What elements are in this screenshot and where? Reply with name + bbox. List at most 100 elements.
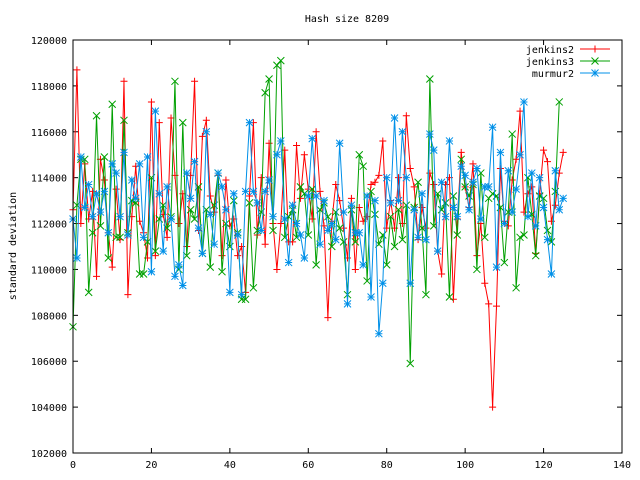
data-point: [300, 151, 308, 159]
data-point: [547, 270, 556, 278]
data-point: [335, 224, 344, 232]
data-point: [531, 251, 540, 260]
data-point: [543, 226, 552, 235]
data-point: [500, 219, 509, 228]
data-point: [120, 116, 128, 125]
data-point: [402, 201, 411, 210]
data-point: [257, 174, 265, 182]
data-point: [437, 205, 446, 214]
data-point: [347, 194, 355, 202]
data-point: [276, 137, 285, 145]
data-point: [261, 187, 270, 196]
data-point: [528, 183, 536, 191]
data-point: [312, 261, 320, 269]
data-point: [135, 270, 144, 278]
y-tick-label: 108000: [31, 311, 67, 322]
data-point: [108, 263, 116, 271]
data-point: [276, 56, 285, 65]
data-point: [445, 293, 454, 301]
data-point: [147, 267, 156, 276]
data-point: [151, 247, 160, 255]
data-point: [151, 252, 159, 260]
data-point: [296, 231, 305, 239]
data-point: [136, 217, 144, 225]
data-point: [93, 272, 101, 280]
data-point: [453, 231, 462, 239]
x-tick-label: 40: [224, 460, 236, 471]
data-point: [292, 219, 301, 228]
data-point: [198, 249, 207, 258]
data-point: [504, 208, 513, 216]
data-point: [331, 208, 340, 216]
data-point: [386, 212, 395, 221]
data-point: [371, 178, 379, 186]
data-point: [543, 235, 552, 244]
data-point: [355, 228, 364, 237]
data-point: [410, 205, 419, 214]
data-point: [520, 208, 528, 216]
data-point: [457, 155, 466, 164]
data-point: [92, 189, 101, 198]
x-tick-label: 100: [456, 460, 474, 471]
data-point: [516, 233, 524, 242]
data-point: [457, 148, 465, 156]
data-point: [508, 208, 517, 216]
series-line: [72, 101, 564, 334]
y-tick-label: 110000: [31, 265, 67, 276]
data-point: [175, 220, 183, 228]
data-point: [167, 215, 175, 223]
data-point: [347, 201, 356, 210]
data-point: [222, 205, 230, 214]
data-point: [406, 279, 415, 288]
data-point: [488, 123, 497, 132]
data-point: [414, 178, 422, 187]
data-point: [202, 116, 210, 124]
data-point: [445, 137, 454, 145]
data-point: [88, 212, 97, 221]
data-point: [559, 194, 568, 203]
data-point: [163, 233, 171, 241]
data-point: [402, 173, 411, 182]
data-point: [214, 169, 222, 177]
data-point: [331, 235, 340, 244]
data-point: [253, 199, 262, 207]
data-point: [339, 208, 348, 216]
data-point: [363, 192, 371, 200]
data-point: [375, 329, 383, 338]
data-point: [304, 192, 313, 200]
data-point: [186, 205, 195, 214]
data-point: [190, 215, 199, 223]
y-tick-label: 114000: [31, 174, 67, 185]
data-point: [116, 233, 124, 242]
data-point: [500, 258, 509, 267]
data-point: [222, 176, 230, 184]
data-point: [559, 148, 567, 156]
data-point: [449, 203, 458, 212]
legend-item: murmur2: [532, 69, 610, 80]
data-point: [539, 203, 548, 212]
data-point: [512, 283, 520, 292]
x-tick-label: 0: [70, 460, 76, 471]
data-point: [218, 267, 226, 276]
data-point: [206, 192, 214, 200]
data-point: [433, 247, 442, 255]
data-point: [182, 169, 191, 177]
data-point: [512, 185, 520, 193]
data-point: [524, 212, 532, 221]
legend-item: jenkins2: [526, 45, 610, 56]
data-point: [143, 153, 152, 161]
data-point: [171, 77, 179, 86]
data-point: [496, 148, 505, 157]
data-point: [316, 240, 324, 249]
data-point: [429, 221, 438, 230]
data-point: [190, 157, 199, 166]
plot-frame: [72, 39, 623, 454]
data-point: [296, 194, 304, 202]
data-point: [320, 196, 328, 205]
data-point: [238, 243, 246, 250]
data-point: [516, 150, 524, 159]
data-point: [386, 199, 395, 207]
plot-area: [69, 56, 568, 411]
data-point: [139, 270, 148, 278]
